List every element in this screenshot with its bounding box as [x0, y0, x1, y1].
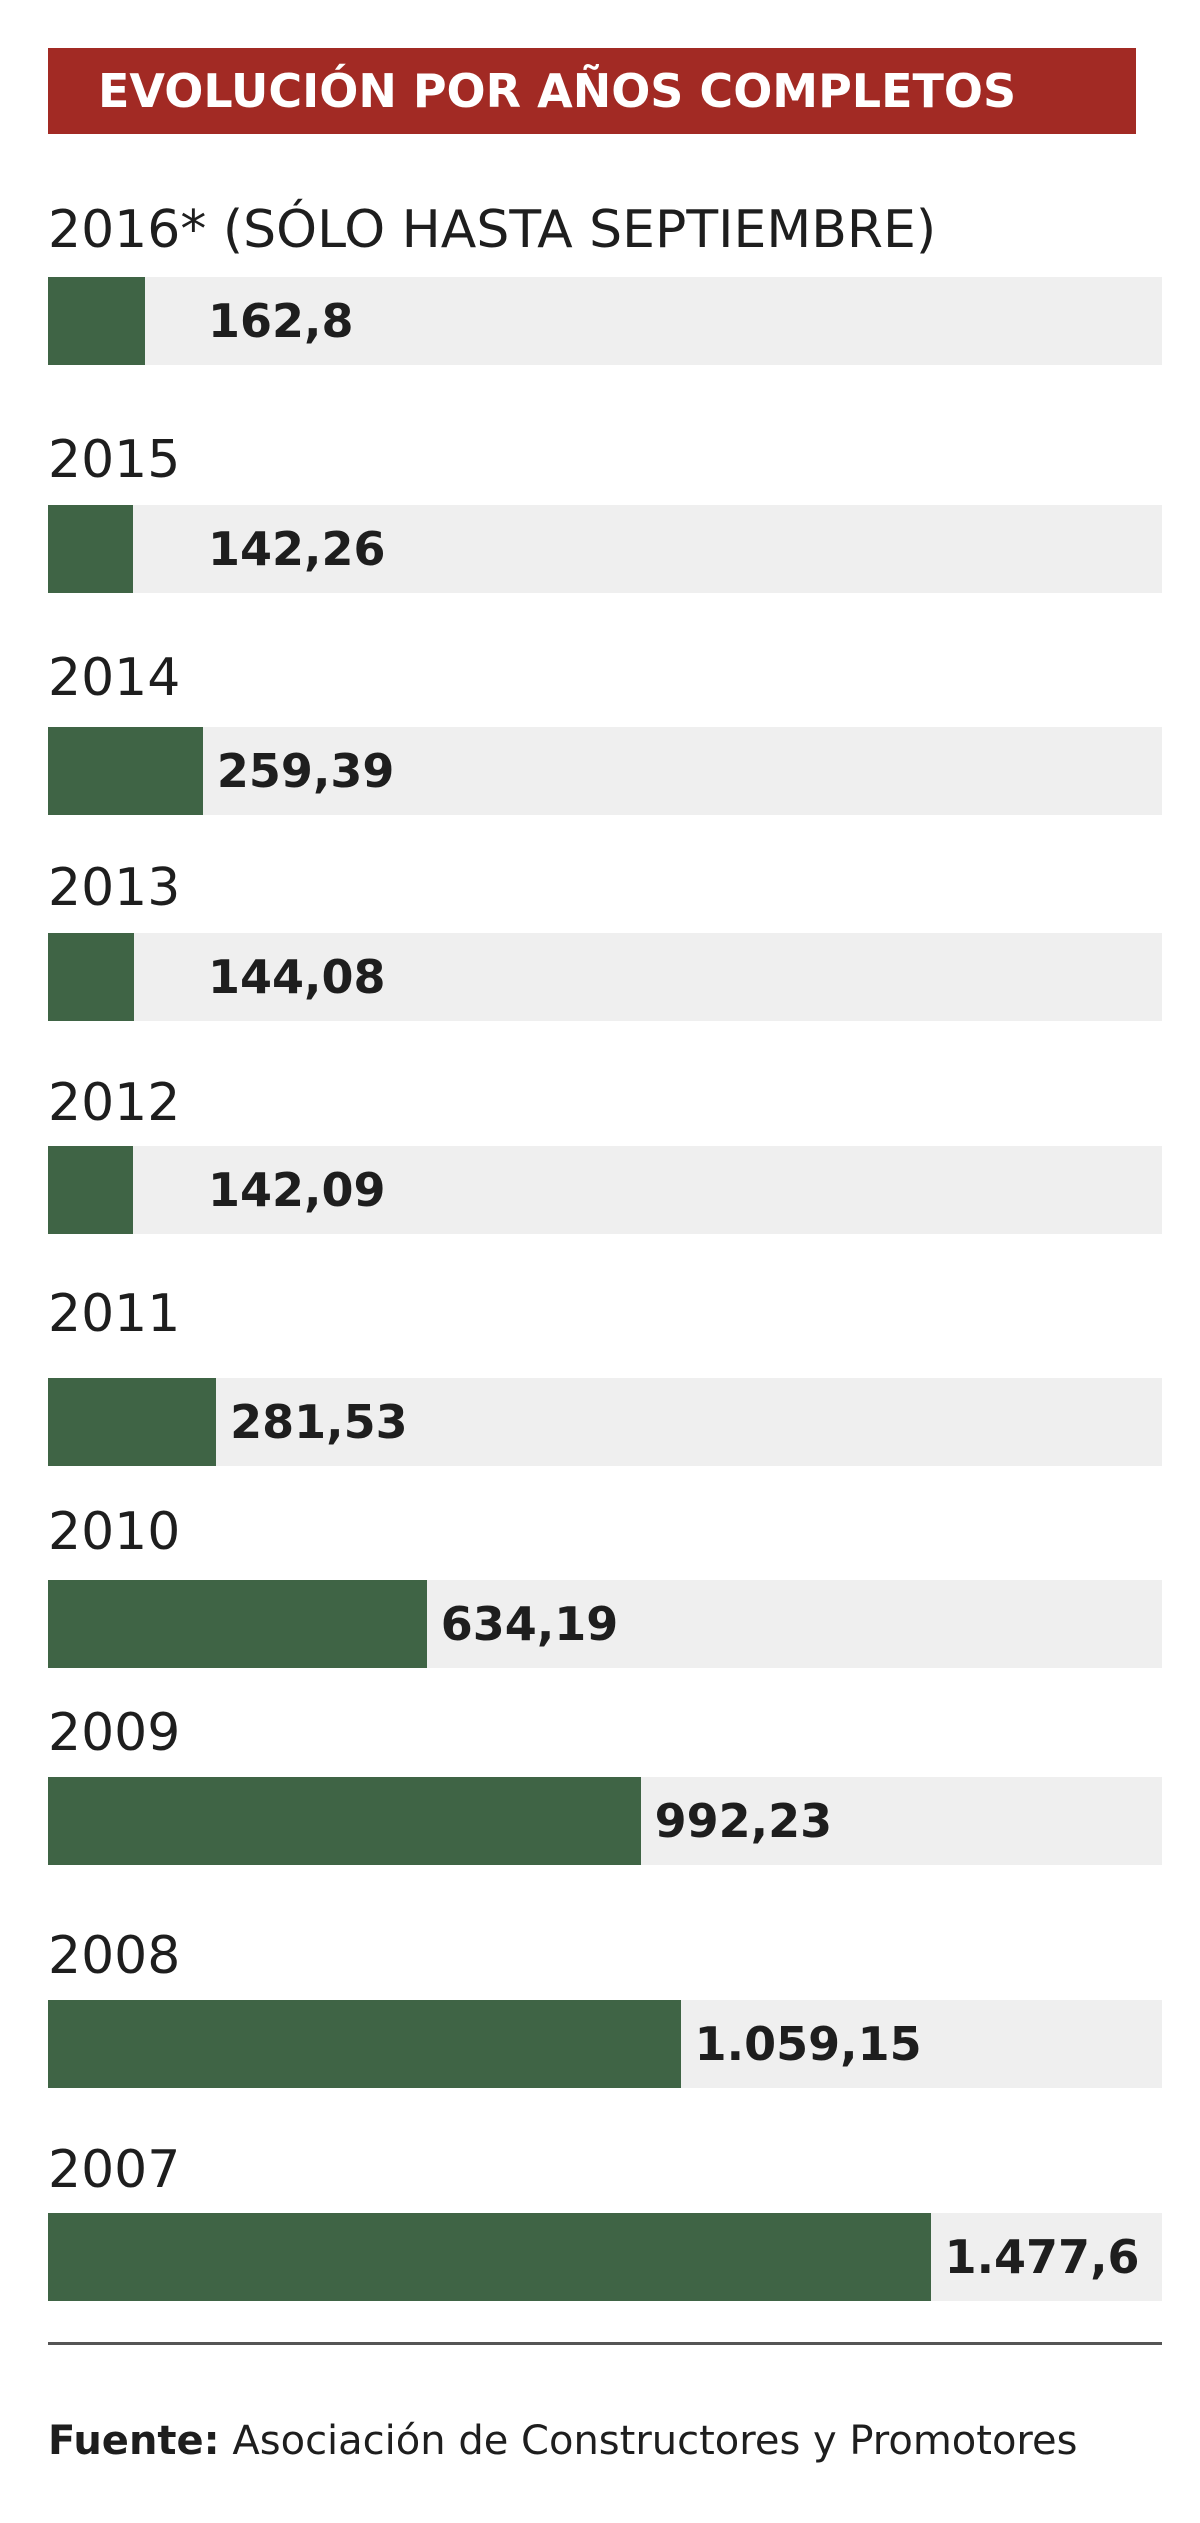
source-text: Asociación de Constructores y Promotores — [219, 2418, 1078, 2464]
bar — [48, 1777, 641, 1865]
chart-title-bar: EVOLUCIÓN POR AÑOS COMPLETOS — [48, 48, 1136, 134]
bar — [48, 933, 135, 1021]
source-label: Fuente: — [48, 2418, 220, 2464]
bar-track: 162,8 — [48, 277, 1162, 365]
bar — [48, 727, 203, 815]
bar-track: 992,23 — [48, 1777, 1162, 1865]
category-label: 2016* (SÓLO HASTA SEPTIEMBRE) — [48, 200, 937, 260]
divider — [48, 2342, 1162, 2345]
category-label: 2009 — [48, 1703, 181, 1763]
category-label: 2011 — [48, 1284, 181, 1344]
bar-track: 142,09 — [48, 1146, 1162, 1234]
category-label: 2007 — [48, 2140, 181, 2200]
bar — [48, 2000, 681, 2088]
bar-track: 144,08 — [48, 933, 1162, 1021]
bar — [48, 1146, 133, 1234]
data-label: 281,53 — [230, 1395, 408, 1449]
bar-track: 142,26 — [48, 505, 1162, 593]
category-label: 2014 — [48, 648, 181, 708]
bar-track: 259,39 — [48, 727, 1162, 815]
data-label: 992,23 — [654, 1794, 833, 1848]
bar-chart: 2016* (SÓLO HASTA SEPTIEMBRE) 162,8 2015 14… — [48, 200, 1162, 2301]
data-label: 1.477,6 — [944, 2230, 1140, 2284]
source-note: Fuente: Asociación de Constructores y Pr… — [48, 2418, 1077, 2464]
category-label: 2013 — [48, 858, 181, 918]
chart-title: EVOLUCIÓN POR AÑOS COMPLETOS — [98, 64, 1017, 118]
bar — [48, 1580, 427, 1668]
category-label: 2015 — [48, 430, 181, 490]
bar — [48, 2213, 931, 2301]
bar-track: 1.477,6 — [48, 2213, 1162, 2301]
bar — [48, 505, 133, 593]
data-label: 162,8 — [208, 294, 354, 348]
bar-track: 281,53 — [48, 1378, 1162, 1466]
data-label: 144,08 — [208, 950, 386, 1004]
data-label: 634,19 — [440, 1597, 619, 1651]
data-label: 259,39 — [216, 744, 395, 798]
bar-track: 634,19 — [48, 1580, 1162, 1668]
bar — [48, 1378, 217, 1466]
data-label: 1.059,15 — [694, 2017, 922, 2071]
bar — [48, 277, 146, 365]
category-label: 2008 — [48, 1926, 181, 1986]
category-label: 2010 — [48, 1502, 181, 1562]
bar-track: 1.059,15 — [48, 2000, 1162, 2088]
data-label: 142,09 — [208, 1163, 386, 1217]
data-label: 142,26 — [208, 522, 386, 576]
category-label: 2012 — [48, 1073, 181, 1133]
